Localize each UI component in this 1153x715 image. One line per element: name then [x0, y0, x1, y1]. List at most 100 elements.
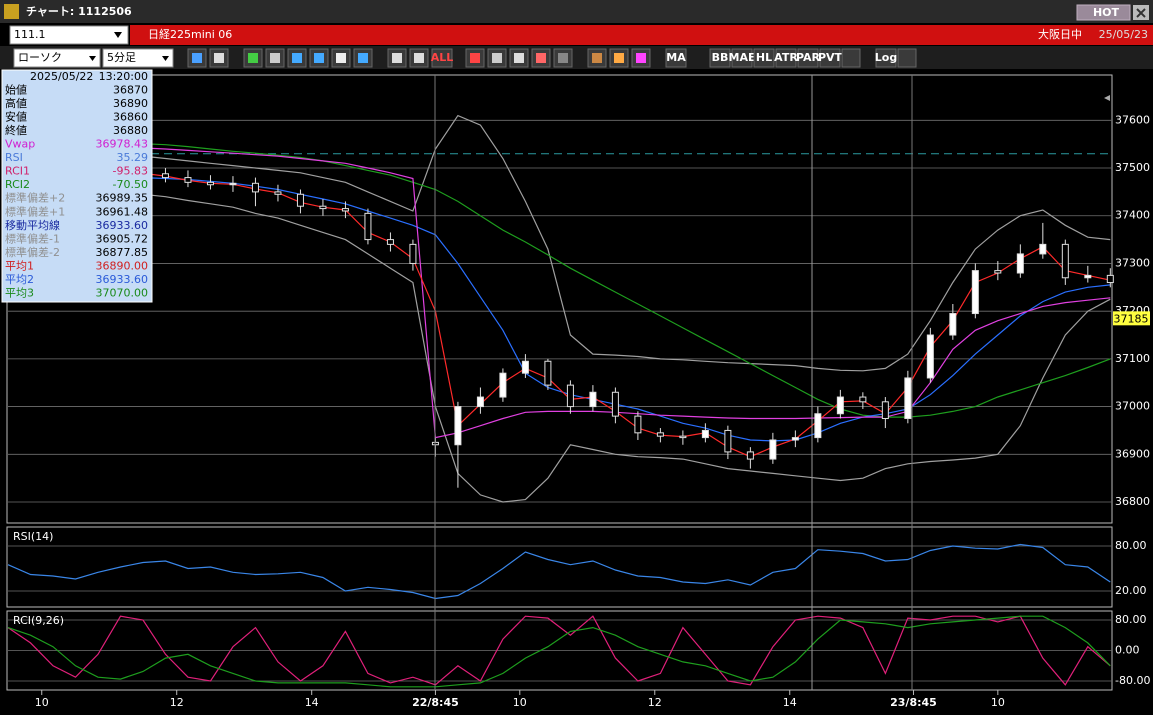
y-tick-label: 0.00	[1115, 644, 1140, 657]
panel-frame	[6, 526, 1113, 608]
toolbar-button-label[interactable]: PVT	[818, 51, 843, 64]
toolbar-button-label[interactable]: HL	[756, 51, 772, 64]
info-date: 2025/05/22	[30, 70, 93, 83]
header-bar	[130, 25, 1153, 45]
toolbar-button[interactable]	[731, 48, 753, 68]
x-tick-label: 10	[35, 696, 49, 709]
toolbar-button-label[interactable]: BB	[712, 51, 729, 64]
series-line	[8, 146, 1111, 439]
candle-body	[274, 191, 282, 195]
window-title: チャート: 1112506	[26, 5, 132, 18]
toolbar-button-label[interactable]: Log	[875, 51, 897, 64]
info-label: 始値	[5, 83, 27, 97]
code-input[interactable]	[9, 25, 129, 45]
toolbar-button-label[interactable]: ATR	[774, 51, 798, 64]
candle-body	[926, 334, 934, 379]
toolbar-button-label[interactable]: MAE	[729, 51, 756, 64]
candle-body	[1106, 274, 1114, 284]
series-line	[7, 114, 1111, 372]
toolbar-icon	[414, 53, 424, 63]
x-tick-label: 22/8:45	[412, 696, 459, 709]
toolbar-button[interactable]	[875, 48, 897, 68]
info-value: 36933.60	[96, 273, 149, 286]
x-tick-label: 23/8:45	[890, 696, 937, 709]
info-value: 36933.60	[96, 219, 149, 232]
panel-title: RCI(9,26)	[13, 614, 64, 627]
x-tick-label: 12	[170, 696, 184, 709]
y-tick-label: 20.00	[1115, 584, 1147, 597]
chart-type-select[interactable]	[13, 48, 101, 68]
info-label: 平均3	[5, 286, 34, 299]
candle-body	[229, 182, 237, 186]
close-icon	[1136, 8, 1146, 18]
candle-body	[679, 435, 687, 439]
candle-body	[769, 439, 777, 460]
info-label: 平均1	[5, 259, 34, 272]
toolbar-icon	[336, 53, 346, 63]
toolbar-icon	[558, 53, 568, 63]
candle-body	[364, 212, 372, 241]
y-tick-label: 36900	[1115, 447, 1150, 460]
info-value: 36905.72	[96, 232, 149, 245]
toolbar-icon	[192, 53, 202, 63]
header-date: 25/05/23	[1099, 28, 1148, 41]
interval-select[interactable]	[102, 48, 174, 68]
candle-body	[499, 372, 507, 398]
toolbar-icon	[470, 53, 480, 63]
toolbar-button-label[interactable]: MA	[666, 51, 686, 64]
x-tick-label: 12	[648, 696, 662, 709]
hot-button[interactable]	[1076, 4, 1131, 21]
dropdown-arrow	[114, 32, 122, 38]
toolbar-button[interactable]	[841, 48, 861, 68]
candle-body	[656, 432, 664, 437]
toolbar-icon	[514, 53, 524, 63]
info-value: 36870	[113, 84, 148, 97]
candle-body	[409, 243, 417, 264]
info-label: 標準偏差+1	[5, 204, 65, 218]
toolbar-button[interactable]	[797, 48, 819, 68]
toolbar-icon	[536, 53, 546, 63]
info-value: 36989.35	[96, 192, 149, 205]
dropdown-arrow	[162, 56, 169, 61]
candle-body	[1061, 243, 1069, 279]
toolbar-icon	[614, 53, 624, 63]
info-label: 移動平均線	[5, 218, 60, 232]
info-label: Vwap	[5, 138, 35, 151]
toolbar-button[interactable]	[753, 48, 775, 68]
info-label: 標準偏差+2	[5, 191, 65, 205]
info-value: 36877.85	[96, 246, 149, 259]
candle-body	[544, 360, 552, 386]
toolbar-icon	[314, 53, 324, 63]
toolbar-button[interactable]	[665, 48, 687, 68]
toolbar-icon	[592, 53, 602, 63]
toolbar-button[interactable]	[431, 48, 453, 68]
x-tick-label: 14	[783, 696, 797, 709]
hot-label[interactable]: HOT	[1093, 6, 1120, 19]
app-icon	[4, 4, 19, 19]
last-price-label: 37185	[1114, 312, 1149, 325]
y-tick-label: 37000	[1115, 400, 1150, 413]
candle-body	[814, 413, 822, 439]
toolbar-icon	[248, 53, 258, 63]
toolbar-button[interactable]	[775, 48, 797, 68]
toolbar-button[interactable]	[897, 48, 917, 68]
info-value: 35.29	[117, 151, 149, 164]
toolbar-button-label[interactable]: PAR	[796, 51, 821, 64]
y-tick-label: 80.00	[1115, 539, 1147, 552]
toolbar-icon	[358, 53, 368, 63]
y-tick-label: 37400	[1115, 209, 1150, 222]
toolbar-button[interactable]	[819, 48, 841, 68]
info-label: RCI2	[5, 178, 30, 191]
toolbar-button[interactable]	[709, 48, 731, 68]
info-value: 36860	[113, 111, 148, 124]
series-line	[7, 543, 1111, 600]
candle-body	[611, 391, 619, 417]
candle-body	[791, 437, 799, 441]
candle-body	[319, 205, 327, 210]
instrument-name: 日経225mini 06	[148, 28, 232, 41]
toolbar-button-label[interactable]: ALL	[431, 51, 454, 64]
candle-body	[454, 406, 462, 446]
info-value: 36890.00	[96, 259, 149, 272]
